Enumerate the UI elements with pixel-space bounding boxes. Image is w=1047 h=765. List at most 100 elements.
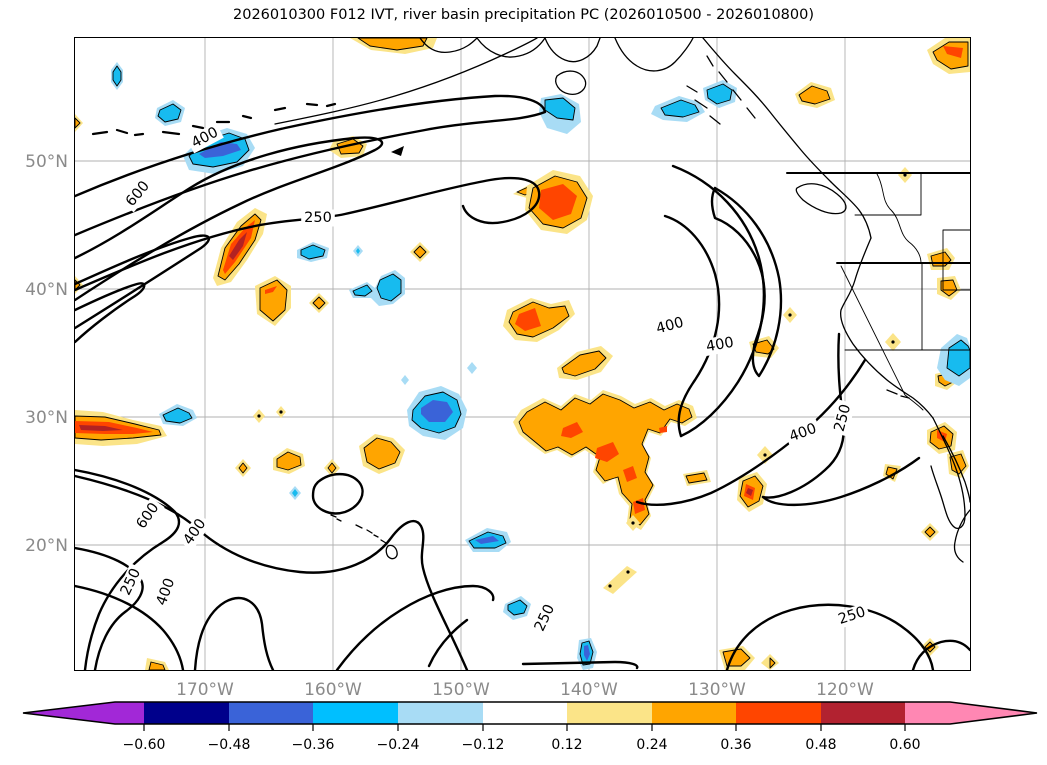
point-mark — [763, 453, 767, 457]
point-mark — [903, 173, 907, 177]
sensitivity-patch — [238, 462, 248, 474]
ivt-contour — [635, 358, 867, 506]
coastline — [839, 237, 934, 419]
sensitivity-patch — [943, 46, 963, 58]
ivt-contour — [911, 639, 970, 670]
sensitivity-patch — [229, 232, 247, 260]
sensitivity-patch — [659, 426, 667, 433]
contour-label-text: 250 — [304, 210, 332, 226]
sensitivity-patch — [199, 142, 241, 158]
sensitivity-patch — [685, 472, 708, 484]
colorbar-segment — [652, 702, 736, 724]
ivt-contour — [193, 596, 275, 670]
sensitivity-patch — [265, 286, 277, 294]
sensitivity-patch — [507, 599, 528, 616]
sensitivity-patch — [376, 273, 402, 302]
coastline — [385, 544, 398, 560]
lat-tick-label: 50°N — [25, 152, 68, 172]
point-mark — [788, 313, 792, 317]
contour-label-text: 400 — [655, 315, 686, 338]
point-mark — [257, 414, 261, 418]
contour-label-bg — [152, 573, 180, 611]
colorbar-segment — [821, 702, 905, 724]
contour-label-bg — [116, 563, 146, 601]
contour-label-bg — [701, 333, 739, 357]
colorbar-segment — [905, 702, 1037, 724]
lon-tick-label: 150°W — [432, 680, 490, 700]
coastline — [830, 181, 872, 239]
ivt-contour — [427, 618, 469, 668]
coastline — [274, 38, 538, 125]
sensitivity-patch — [603, 566, 637, 594]
lon-tick-label: 140°W — [560, 680, 618, 700]
colorbar-segment — [229, 702, 313, 724]
ivt-contour — [75, 94, 547, 237]
sensitivity-patch — [946, 339, 970, 377]
colorbar-tick-label: −0.36 — [292, 737, 335, 753]
colorbar-segment — [483, 702, 567, 724]
plot-title: 2026010300 F012 IVT, river basin precipi… — [233, 7, 814, 23]
colorbar-tick-label: −0.24 — [377, 737, 420, 753]
sensitivity-patch — [292, 489, 298, 497]
colorbar-tick-label: 0.12 — [551, 737, 582, 753]
sensitivity-patch — [75, 421, 153, 434]
point-mark — [608, 584, 612, 588]
sensitivity-patch — [885, 466, 898, 480]
coastline — [854, 172, 922, 216]
sensitivity-patch — [467, 362, 477, 374]
point-mark — [631, 521, 635, 525]
sensitivity-patch — [413, 245, 427, 259]
coastline — [942, 435, 970, 563]
colorbar-tick-label: −0.60 — [123, 737, 166, 753]
colorbar-segment — [398, 702, 483, 724]
ivt-contour — [761, 456, 921, 507]
lat-tick-label: 30°N — [25, 408, 68, 428]
sensitivity-patch — [660, 99, 700, 118]
colorbar-segment — [23, 702, 144, 724]
coastline — [702, 38, 832, 183]
coastline — [840, 229, 970, 411]
sensitivity-patch — [356, 248, 360, 254]
sensitivity-patch — [157, 103, 182, 123]
colorbar-tick-label: −0.48 — [208, 737, 251, 753]
sensitivity-patch — [75, 117, 81, 129]
ivt-contour — [335, 584, 495, 670]
contour-label: 400 — [784, 419, 822, 447]
lon-tick-label: 170°W — [176, 680, 234, 700]
contour-label: 250 — [530, 599, 560, 637]
sensitivity-patch — [515, 308, 541, 331]
contour-label: 250 — [830, 399, 856, 437]
sensitivity-patch — [276, 451, 302, 471]
coastline — [876, 173, 922, 264]
point-mark — [279, 410, 283, 414]
sensitivity-patch — [148, 661, 166, 670]
contour-label-bg — [131, 497, 165, 535]
ivt-contour — [725, 603, 935, 670]
sensitivity-patch — [421, 400, 453, 422]
sensitivity-patch — [769, 657, 776, 669]
ivt-contour — [311, 472, 364, 515]
sensitivity-patch — [312, 296, 326, 310]
ivt-contour — [75, 282, 146, 344]
contour-label: 250 — [833, 602, 871, 630]
colorbar-tick-label: 0.36 — [720, 737, 751, 753]
sensitivity-patch — [475, 536, 499, 544]
lat-tick-label: 40°N — [25, 280, 68, 300]
sensitivity-patch — [112, 65, 122, 87]
lon-tick-label: 160°W — [304, 680, 362, 700]
coastline — [544, 38, 694, 72]
colorbar-outline — [22, 701, 1038, 725]
sensitivity-patch — [798, 85, 831, 105]
point-mark — [891, 340, 895, 344]
ivt-contour — [75, 468, 181, 670]
sensitivity-patch — [352, 284, 373, 297]
sensitivity-patch — [300, 244, 326, 260]
contour-mark — [391, 146, 404, 156]
sensitivity-patch — [706, 83, 733, 105]
coastline — [555, 70, 587, 95]
ivt-contour — [75, 584, 185, 670]
sensitivity-patch — [584, 645, 590, 661]
contour-label: 250 — [301, 209, 335, 227]
